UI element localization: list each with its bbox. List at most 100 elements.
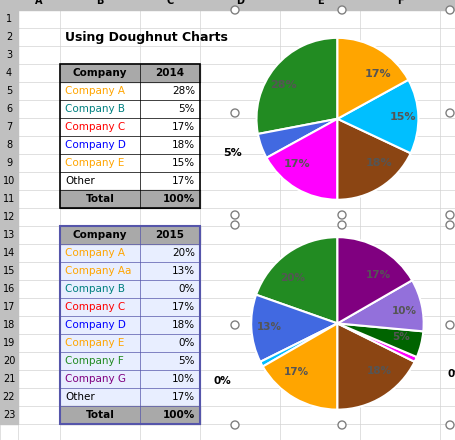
Bar — [0, 280, 18, 298]
Text: Company C: Company C — [65, 302, 125, 312]
Bar — [0, 334, 18, 352]
Text: D: D — [236, 0, 243, 6]
Text: 22: 22 — [3, 392, 15, 402]
Bar — [0, 154, 18, 172]
Bar — [0, 244, 18, 262]
Text: 5%: 5% — [178, 356, 195, 366]
Bar — [0, 262, 18, 280]
Text: Company B: Company B — [65, 284, 125, 294]
Text: A: A — [35, 0, 43, 6]
Wedge shape — [337, 280, 423, 331]
Bar — [140, 190, 200, 208]
Bar — [0, 28, 18, 46]
Bar — [60, 280, 200, 298]
Text: Other: Other — [65, 176, 95, 186]
Bar — [60, 226, 200, 424]
Bar — [0, 118, 18, 136]
Text: 18: 18 — [3, 320, 15, 330]
Text: Company D: Company D — [65, 320, 126, 330]
Text: 0%: 0% — [213, 375, 231, 385]
Text: 100%: 100% — [162, 194, 195, 204]
Text: 23: 23 — [3, 410, 15, 420]
Text: 8: 8 — [6, 140, 12, 150]
Bar — [60, 352, 200, 370]
Text: Using Doughnut Charts: Using Doughnut Charts — [65, 30, 228, 44]
Bar — [60, 406, 140, 424]
Text: 1: 1 — [6, 14, 12, 24]
Text: 17%: 17% — [172, 392, 195, 402]
Bar — [60, 262, 200, 280]
Bar — [140, 226, 200, 244]
Bar — [60, 64, 200, 208]
Text: 100%: 100% — [162, 410, 195, 420]
Wedge shape — [256, 38, 337, 134]
Circle shape — [445, 221, 453, 229]
Bar — [140, 406, 200, 424]
Wedge shape — [337, 119, 410, 200]
Wedge shape — [258, 119, 337, 158]
Bar — [0, 82, 18, 100]
Circle shape — [231, 221, 238, 229]
Wedge shape — [337, 80, 418, 153]
Text: Company G: Company G — [65, 374, 126, 384]
Bar — [0, 208, 18, 226]
Bar — [60, 298, 200, 316]
Text: 6: 6 — [6, 104, 12, 114]
Text: C: C — [166, 0, 173, 6]
Circle shape — [231, 321, 238, 329]
Text: 20%: 20% — [172, 248, 195, 258]
Wedge shape — [337, 323, 414, 410]
Text: 20%: 20% — [279, 273, 304, 282]
Text: Company A: Company A — [65, 86, 125, 96]
Bar — [0, 46, 18, 64]
Text: 17%: 17% — [283, 159, 310, 169]
Wedge shape — [337, 323, 422, 357]
Text: 17%: 17% — [283, 367, 309, 377]
Circle shape — [231, 109, 238, 117]
Text: Company: Company — [73, 230, 127, 240]
Text: 10: 10 — [3, 176, 15, 186]
Text: B: B — [96, 0, 103, 6]
Bar — [0, 388, 18, 406]
Text: 7: 7 — [6, 122, 12, 132]
Circle shape — [445, 421, 453, 429]
Text: 15: 15 — [3, 266, 15, 276]
Text: Total: Total — [86, 410, 114, 420]
Text: 18%: 18% — [365, 158, 391, 168]
Text: Company B: Company B — [65, 104, 125, 114]
Text: 18%: 18% — [172, 320, 195, 330]
Bar — [0, 190, 18, 208]
Circle shape — [445, 6, 453, 14]
Circle shape — [445, 109, 453, 117]
Wedge shape — [256, 237, 337, 323]
Bar — [0, 226, 18, 244]
Wedge shape — [260, 323, 337, 367]
Bar — [0, 370, 18, 388]
Text: Company D: Company D — [65, 140, 126, 150]
Text: 15%: 15% — [389, 112, 415, 122]
Text: 19: 19 — [3, 338, 15, 348]
Bar — [0, 298, 18, 316]
Text: 15%: 15% — [172, 158, 195, 168]
Bar — [0, 100, 18, 118]
Circle shape — [337, 6, 345, 14]
Text: 12: 12 — [3, 212, 15, 222]
Text: Company E: Company E — [65, 158, 124, 168]
Text: 17%: 17% — [172, 176, 195, 186]
Bar — [0, 10, 18, 28]
Text: 18%: 18% — [366, 366, 391, 376]
Text: E: E — [316, 0, 323, 6]
Text: 13%: 13% — [256, 322, 281, 332]
Bar — [60, 190, 140, 208]
Text: 4: 4 — [6, 68, 12, 78]
Bar — [60, 64, 140, 82]
Text: Total: Total — [86, 194, 114, 204]
Text: 2: 2 — [6, 32, 12, 42]
Text: 16: 16 — [3, 284, 15, 294]
Text: 5: 5 — [6, 86, 12, 96]
Circle shape — [231, 6, 238, 14]
Text: 28%: 28% — [172, 86, 195, 96]
Text: 3: 3 — [6, 50, 12, 60]
Bar — [60, 244, 200, 262]
Bar — [0, 316, 18, 334]
